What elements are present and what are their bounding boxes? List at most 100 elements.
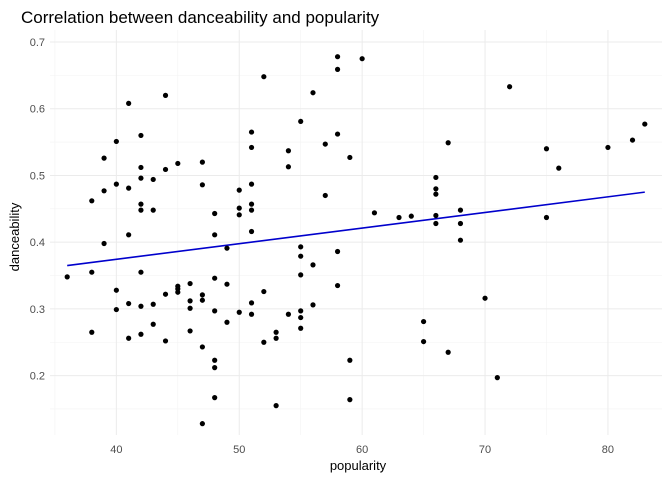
data-point (347, 397, 353, 403)
data-point (420, 318, 427, 325)
data-point (543, 146, 550, 152)
data-point (433, 186, 439, 192)
y-axis-title: danceability (7, 202, 22, 271)
data-point (310, 262, 316, 268)
data-point (285, 311, 292, 317)
data-point (113, 306, 119, 313)
data-point (199, 159, 205, 165)
data-point (298, 308, 304, 314)
data-point (150, 207, 156, 213)
y-tick-label: 0.2 (30, 371, 45, 383)
data-point (175, 289, 181, 295)
data-point (298, 118, 304, 125)
y-tick-label: 0.3 (30, 304, 45, 316)
data-point (138, 175, 144, 181)
trend-line-group (67, 191, 645, 267)
data-point (138, 164, 144, 171)
data-point (248, 207, 255, 213)
data-point (507, 84, 513, 90)
data-point (162, 338, 169, 344)
data-point (236, 212, 242, 218)
data-point (101, 240, 107, 247)
data-point (482, 295, 488, 301)
data-point (162, 92, 169, 98)
data-point (420, 338, 427, 345)
data-point (494, 375, 500, 381)
data-point (212, 357, 218, 363)
data-point (199, 182, 205, 188)
data-point (199, 297, 205, 303)
data-point (248, 300, 255, 306)
data-point (298, 253, 304, 259)
data-point (334, 131, 341, 137)
data-point (433, 212, 439, 219)
data-point (138, 269, 144, 275)
data-point (273, 403, 279, 409)
data-point (347, 357, 353, 363)
data-point (298, 244, 304, 250)
data-point (212, 365, 218, 371)
data-point (322, 141, 328, 147)
data-point (138, 132, 144, 139)
data-point (187, 328, 193, 334)
data-point (212, 232, 218, 238)
data-point (261, 288, 267, 295)
data-point (224, 281, 230, 287)
data-point (199, 421, 205, 427)
data-point (212, 210, 218, 217)
data-point (457, 207, 464, 213)
x-tick-label: 80 (602, 444, 614, 456)
trend-line (67, 191, 645, 267)
y-tick-label: 0.4 (30, 237, 45, 249)
data-point (199, 292, 205, 298)
y-axis-ticks: 0.2 0.3 0.4 0.5 0.6 0.7 (30, 37, 45, 383)
data-point (89, 329, 95, 335)
data-point (162, 291, 169, 297)
x-tick-label: 40 (110, 444, 122, 456)
data-point (298, 325, 304, 331)
data-point (396, 214, 402, 221)
data-point (248, 181, 255, 187)
data-point (101, 188, 107, 194)
data-point (273, 329, 279, 335)
data-point (445, 349, 451, 355)
data-point (187, 280, 193, 287)
data-point (236, 205, 242, 211)
data-point (126, 232, 132, 238)
data-point (236, 187, 242, 193)
data-point (236, 309, 242, 315)
data-point (433, 220, 439, 227)
x-tick-label: 70 (479, 444, 491, 456)
data-point (310, 90, 316, 96)
x-tick-label: 60 (356, 444, 368, 456)
data-point (457, 237, 464, 243)
data-point (138, 201, 144, 207)
data-point (543, 214, 550, 221)
data-point (445, 140, 451, 146)
data-point (113, 287, 119, 293)
data-point (187, 298, 193, 304)
data-point (248, 201, 255, 207)
data-point (248, 228, 255, 235)
data-points (64, 54, 648, 427)
data-point (212, 275, 218, 281)
data-point (113, 181, 119, 187)
data-point (371, 210, 378, 216)
data-point (138, 303, 144, 309)
data-point (334, 282, 341, 289)
data-point (89, 198, 95, 204)
data-point (433, 191, 439, 197)
data-point (224, 319, 230, 325)
x-tick-label: 50 (233, 444, 245, 456)
data-point (126, 185, 132, 191)
data-point (138, 207, 144, 213)
x-axis-ticks: 40 50 60 70 80 (110, 444, 614, 456)
y-tick-label: 0.7 (30, 37, 45, 49)
data-point (199, 344, 205, 350)
data-point (334, 66, 341, 72)
y-tick-label: 0.6 (30, 104, 45, 116)
data-point (285, 164, 292, 170)
data-point (248, 129, 255, 135)
data-point (150, 321, 156, 327)
